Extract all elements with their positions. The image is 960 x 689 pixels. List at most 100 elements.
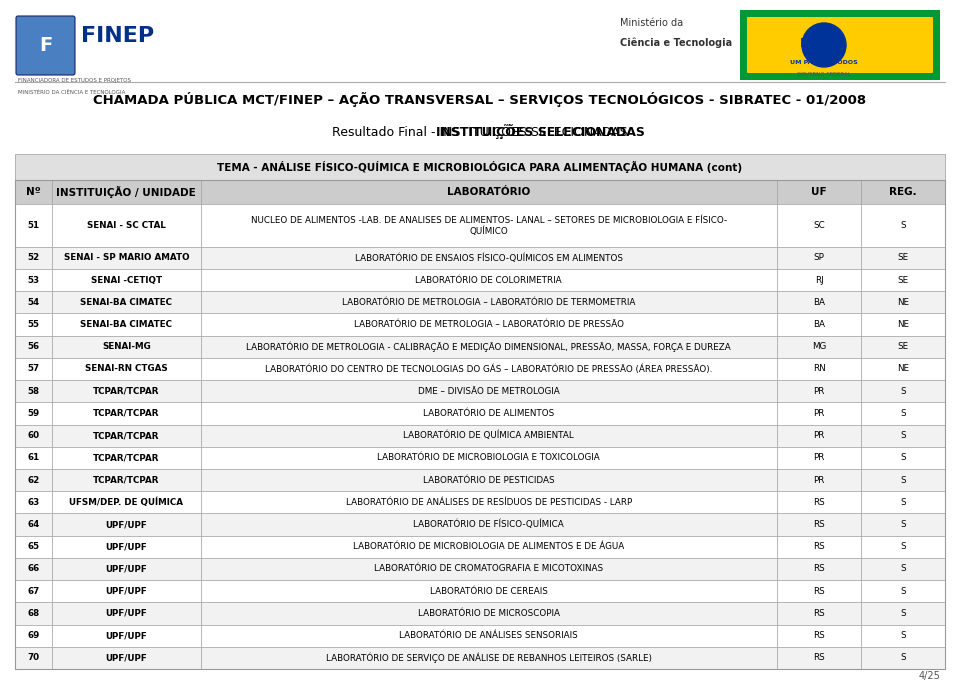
Text: SE: SE xyxy=(898,342,908,351)
Text: PR: PR xyxy=(813,453,825,462)
Bar xyxy=(15,269,52,291)
Bar xyxy=(201,358,777,380)
Text: RS: RS xyxy=(813,609,825,618)
Bar xyxy=(777,291,861,313)
Text: INSTITUIÇÕES SELECIONADAS: INSTITUIÇÕES SELECIONADAS xyxy=(436,124,644,139)
Text: LABORATÓRIO DE FÍSICO-QUÍMICA: LABORATÓRIO DE FÍSICO-QUÍMICA xyxy=(414,520,564,529)
Bar xyxy=(52,313,201,336)
Text: RS: RS xyxy=(813,564,825,573)
Bar xyxy=(201,513,777,535)
Text: SENAI -CETIQT: SENAI -CETIQT xyxy=(91,276,162,285)
Text: 67: 67 xyxy=(28,587,39,596)
Bar xyxy=(777,247,861,269)
Text: SP: SP xyxy=(813,254,825,263)
Text: 53: 53 xyxy=(28,276,39,285)
Bar xyxy=(52,205,201,247)
Bar xyxy=(861,313,945,336)
Text: Ciência e Tecnologia: Ciência e Tecnologia xyxy=(620,38,732,48)
Text: S: S xyxy=(900,609,906,618)
Text: S: S xyxy=(900,520,906,529)
Bar xyxy=(15,291,52,313)
Text: SENAI - SP MARIO AMATO: SENAI - SP MARIO AMATO xyxy=(63,254,189,263)
Bar xyxy=(201,402,777,424)
Text: GOVERNO FEDERAL: GOVERNO FEDERAL xyxy=(797,72,851,76)
Bar xyxy=(777,180,861,205)
Bar xyxy=(15,358,52,380)
Bar xyxy=(777,580,861,602)
Bar xyxy=(201,624,777,647)
Text: TEMA - ANÁLISE FÍSICO-QUÍMICA E MICROBIOLÓGICA PARA ALIMENTAÇÃO HUMANA (cont): TEMA - ANÁLISE FÍSICO-QUÍMICA E MICROBIO… xyxy=(217,161,743,173)
Bar xyxy=(52,336,201,358)
Bar xyxy=(52,269,201,291)
Bar xyxy=(777,205,861,247)
Bar xyxy=(861,446,945,469)
Bar xyxy=(15,580,52,602)
Text: FINANCIADORA DE ESTUDOS E PROJETOS: FINANCIADORA DE ESTUDOS E PROJETOS xyxy=(18,78,131,83)
Text: BA: BA xyxy=(813,320,825,329)
Bar xyxy=(861,402,945,424)
Text: UF: UF xyxy=(811,187,827,197)
Text: 63: 63 xyxy=(28,497,39,507)
Text: NE: NE xyxy=(897,320,909,329)
Bar xyxy=(201,269,777,291)
Bar xyxy=(201,180,777,205)
Bar xyxy=(861,291,945,313)
Text: Ministério da: Ministério da xyxy=(620,18,684,28)
Bar xyxy=(15,205,52,247)
Text: LABORATÓRIO DE PESTICIDAS: LABORATÓRIO DE PESTICIDAS xyxy=(423,475,555,484)
Text: LABORATÓRIO DE SERVIÇO DE ANÁLISE DE REBANHOS LEITEIROS (SARLE): LABORATÓRIO DE SERVIÇO DE ANÁLISE DE REB… xyxy=(325,652,652,663)
Bar xyxy=(777,269,861,291)
Text: TCPAR/TCPAR: TCPAR/TCPAR xyxy=(93,409,159,418)
Text: S: S xyxy=(900,409,906,418)
Text: 54: 54 xyxy=(28,298,39,307)
Text: CHAMADA PÚBLICA MCT/FINEP – AÇÃO TRANSVERSAL – SERVIÇOS TECNOLÓGICOS - SIBRATEC : CHAMADA PÚBLICA MCT/FINEP – AÇÃO TRANSVE… xyxy=(93,92,867,107)
Bar xyxy=(52,580,201,602)
Bar xyxy=(201,535,777,558)
Text: LABORATÓRIO DE ANÁLISES DE RESÍDUOS DE PESTICIDAS - LARP: LABORATÓRIO DE ANÁLISES DE RESÍDUOS DE P… xyxy=(346,497,632,507)
Bar xyxy=(201,205,777,247)
Text: SENAI-BA CIMATEC: SENAI-BA CIMATEC xyxy=(81,298,173,307)
Text: RN: RN xyxy=(813,364,826,373)
Text: SE: SE xyxy=(898,276,908,285)
Bar xyxy=(52,513,201,535)
Bar xyxy=(861,205,945,247)
Text: 52: 52 xyxy=(28,254,39,263)
Bar xyxy=(15,647,52,669)
Bar xyxy=(861,624,945,647)
Text: S: S xyxy=(900,542,906,551)
Bar xyxy=(15,247,52,269)
Text: PR: PR xyxy=(813,387,825,395)
Bar xyxy=(52,558,201,580)
Bar xyxy=(52,647,201,669)
Bar xyxy=(201,247,777,269)
Text: F: F xyxy=(38,36,52,55)
Bar xyxy=(15,602,52,624)
Text: LABORATÓRIO DO CENTRO DE TECNOLOGIAS DO GÁS – LABORATÓRIO DE PRESSÃO (ÁREA PRESS: LABORATÓRIO DO CENTRO DE TECNOLOGIAS DO … xyxy=(265,364,712,373)
Bar xyxy=(201,446,777,469)
Bar xyxy=(15,402,52,424)
Text: LABORATÓRIO DE MICROBIOLOGIA DE ALIMENTOS E DE ÁGUA: LABORATÓRIO DE MICROBIOLOGIA DE ALIMENTO… xyxy=(353,542,624,551)
Bar xyxy=(740,10,940,80)
Text: 61: 61 xyxy=(28,453,39,462)
Text: 51: 51 xyxy=(28,221,39,230)
Text: 55: 55 xyxy=(28,320,39,329)
Text: S: S xyxy=(900,497,906,507)
Bar xyxy=(777,602,861,624)
Bar xyxy=(201,602,777,624)
Bar xyxy=(777,513,861,535)
Text: UPF/UPF: UPF/UPF xyxy=(106,653,147,662)
Text: UM PAÍS DE TODOS: UM PAÍS DE TODOS xyxy=(790,61,858,65)
Text: Nº: Nº xyxy=(26,187,41,197)
Bar xyxy=(201,491,777,513)
Text: UPF/UPF: UPF/UPF xyxy=(106,609,147,618)
Bar xyxy=(15,380,52,402)
Text: INSTITUIÇÃO / UNIDADE: INSTITUIÇÃO / UNIDADE xyxy=(57,186,196,198)
Text: NE: NE xyxy=(897,298,909,307)
Bar xyxy=(52,247,201,269)
Bar xyxy=(52,602,201,624)
Text: UPF/UPF: UPF/UPF xyxy=(106,542,147,551)
Text: LABORATÓRIO DE ALIMENTOS: LABORATÓRIO DE ALIMENTOS xyxy=(423,409,555,418)
Bar xyxy=(52,380,201,402)
Bar xyxy=(52,424,201,446)
Bar xyxy=(861,647,945,669)
